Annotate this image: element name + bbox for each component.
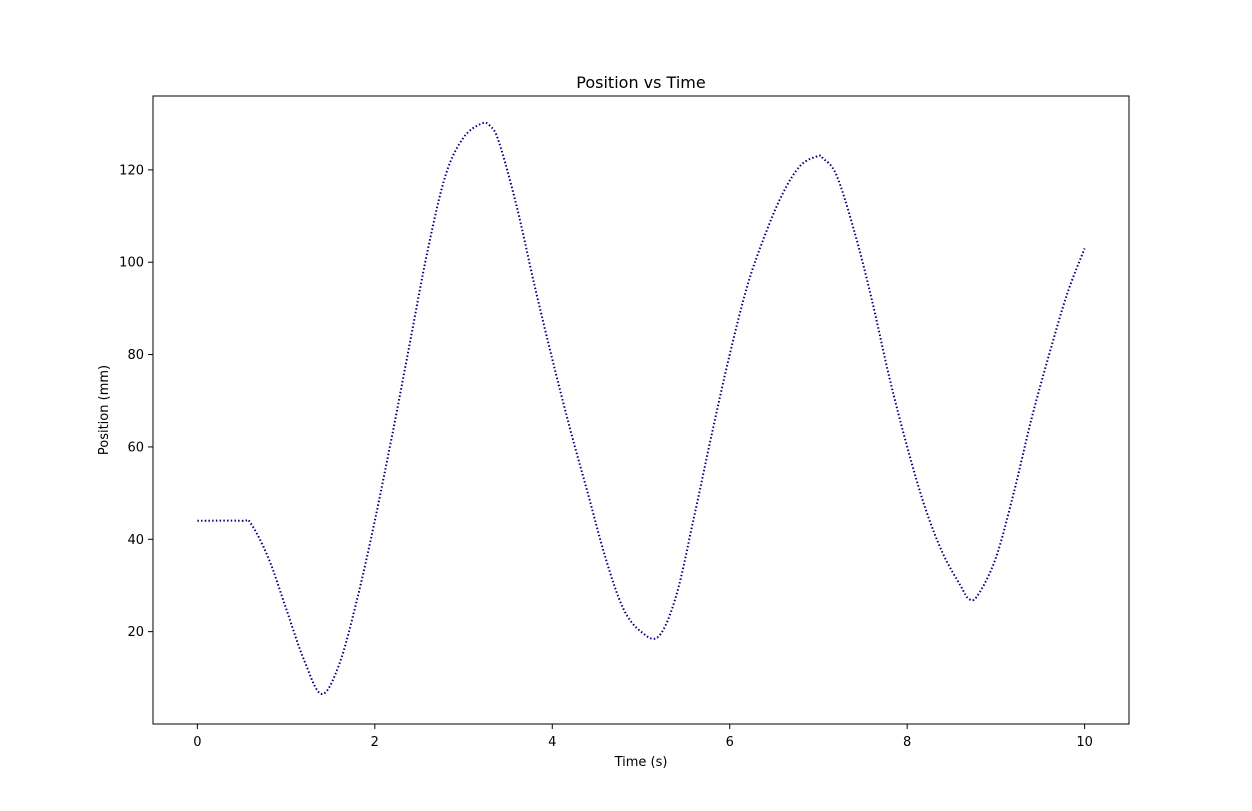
x-tick-label: 0 (193, 735, 201, 750)
x-tick-label: 4 (548, 735, 556, 750)
x-axis-ticks: 0 2 4 6 8 10 (193, 724, 1093, 750)
y-tick-label: 100 (119, 256, 144, 271)
y-tick-label: 60 (127, 440, 144, 455)
x-tick-label: 6 (726, 735, 734, 750)
axes-frame (152, 95, 1130, 725)
x-tick-label: 10 (1076, 735, 1093, 750)
x-tick-label: 8 (903, 735, 911, 750)
y-tick-label: 120 (119, 163, 144, 178)
chart-title: Position vs Time (576, 73, 705, 92)
y-tick-label: 20 (127, 625, 144, 640)
x-axis-label: Time (s) (614, 755, 668, 770)
y-tick-label: 40 (127, 533, 144, 548)
y-axis-label: Position (mm) (97, 365, 112, 455)
y-tick-label: 80 (127, 348, 144, 363)
y-axis-ticks: 20 40 60 80 100 120 (119, 163, 153, 640)
x-tick-label: 2 (371, 735, 379, 750)
